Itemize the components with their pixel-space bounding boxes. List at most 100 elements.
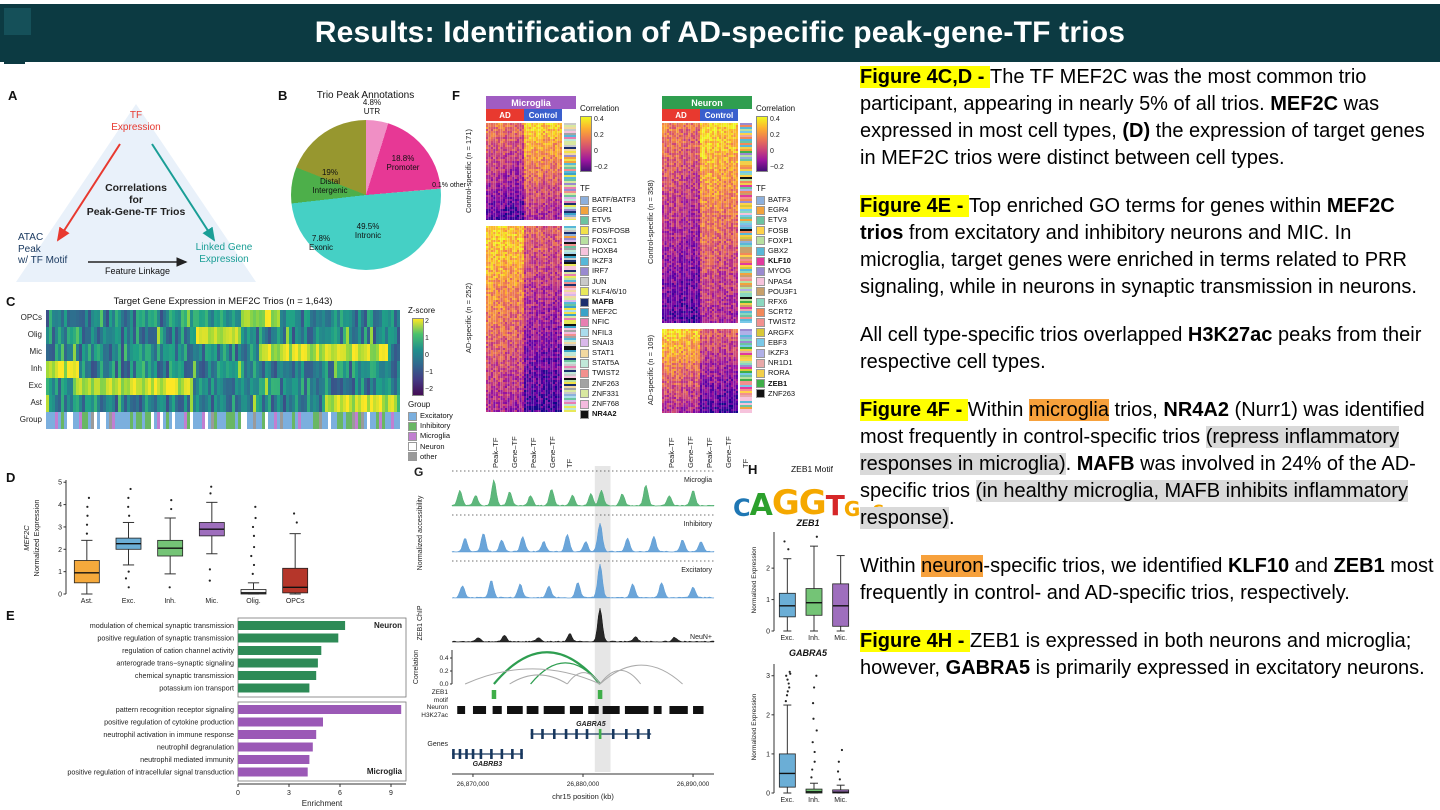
svg-text:GABRB3: GABRB3: [473, 761, 503, 768]
svg-text:OPCs: OPCs: [286, 598, 305, 605]
correlation-tick: −0.2: [770, 164, 784, 171]
annotation-paragraph: Figure 4E - Top enriched GO terms for ge…: [860, 193, 1438, 301]
zeb1-motif-mark: [491, 690, 497, 699]
enrichment-bar: [238, 730, 317, 739]
zscore-legend-title: Z-score: [408, 306, 436, 315]
heatmap-row-label: Mic: [29, 347, 42, 356]
heatmap-row-label: Exc: [28, 381, 42, 390]
svg-text:motif: motif: [434, 697, 448, 704]
tf-legend-item: ZNF331: [580, 389, 635, 399]
group-legend-item: Microglia: [408, 431, 453, 441]
box: [778, 753, 796, 788]
svg-text:Microglia: Microglia: [684, 477, 712, 484]
motif-letter: T: [825, 489, 845, 523]
svg-text:0.0: 0.0: [439, 681, 448, 688]
tf-legend-item: MEF2C: [580, 307, 635, 317]
correlation-tick: 0.4: [770, 116, 780, 123]
svg-text:4: 4: [58, 502, 62, 509]
annotation-segment: trios,: [1108, 399, 1164, 421]
panel-b-label: B: [278, 88, 288, 103]
heatmap-row-label: OPCs: [20, 313, 42, 322]
annotation-segment: The TF MEF2C was the most common trio pa…: [860, 66, 1367, 115]
zeb1-motif-title: ZEB1 Motif: [790, 464, 834, 474]
heatmap-row-label: Group: [19, 415, 42, 424]
enrichment-bar: [238, 717, 323, 727]
box: [805, 788, 823, 794]
svg-text:5: 5: [58, 480, 62, 487]
annotation-segment: (D): [1122, 120, 1151, 142]
motif-letter: G: [798, 483, 827, 524]
enrichment-bar: [238, 767, 308, 777]
celltype-header: Neuron: [662, 96, 752, 109]
tf-legend-item: SCRT2: [756, 307, 797, 317]
correlation-arc: [530, 662, 601, 685]
zeb1-motif-logo: CAGGTGGAG: [733, 476, 884, 524]
zeb1-boxplot-title: ZEB1: [796, 518, 820, 528]
annotation-segment: Figure 4F -: [860, 399, 968, 421]
correlation-legend-title: Correlation: [580, 104, 620, 113]
svg-text:Genes: Genes: [427, 741, 448, 748]
svg-text:3: 3: [766, 673, 770, 680]
group-legend-item: Neuron: [408, 442, 453, 452]
svg-text:chemical synaptic transmission: chemical synaptic transmission: [135, 671, 234, 680]
svg-text:anterograde trans−synaptic sig: anterograde trans−synaptic signaling: [116, 659, 234, 668]
heatmap-col-label: TF: [565, 458, 574, 468]
tf-legend-item: TWIST2: [580, 368, 635, 379]
h3k27ac-peak: [588, 706, 599, 714]
group-legend-item: Inhibitory: [408, 421, 453, 431]
tf-legend-item: BATF3: [756, 195, 797, 205]
h3k27ac-peak: [457, 706, 466, 714]
group-legend-item: Excitatory: [408, 411, 453, 421]
annotation-segment: and: [1289, 555, 1334, 577]
correlation-arc: [566, 672, 601, 685]
svg-text:potassium ion transport: potassium ion transport: [159, 684, 234, 693]
zeb1-expression-boxplot: Normalized Expression 0 1 2 Exc. Inh. Mic.: [751, 532, 850, 642]
condition-header: AD: [662, 109, 700, 121]
h3k27ac-peak: [653, 706, 662, 714]
pie-slice-label: 19% Distal Intergenic: [312, 168, 348, 196]
annotation-segment: NR4A2: [1163, 399, 1229, 421]
annotation-paragraph: Figure 4H - ZEB1 is expressed in both ne…: [860, 628, 1438, 682]
heatmap-col-label: Gene–TF: [509, 436, 519, 468]
svg-text:0: 0: [58, 592, 62, 599]
trio-correlation-heatmap: [486, 123, 576, 220]
enrichment-bar: [238, 621, 346, 630]
svg-text:Microglia: Microglia: [367, 767, 403, 776]
annotation-segment: Figure 4C,D -: [860, 66, 991, 88]
motif-letter: G: [843, 497, 860, 521]
tf-legend-item: ETV3: [756, 215, 797, 225]
motif-letter: A: [749, 487, 773, 523]
tf-legend-item: SNAI3: [580, 338, 635, 348]
tf-legend-item: JUN: [580, 277, 635, 287]
panel-f-label: F: [452, 88, 460, 103]
gabra5-expression-boxplot: Normalized Expression 0 1 2 3 Exc. Inh. Mic.: [751, 664, 850, 804]
diagram-center-text: Correlations for Peak-Gene-TF Trios: [86, 182, 186, 219]
correlation-colorbar: [756, 116, 768, 172]
heatmap-col-label: Peak–TF: [704, 437, 714, 468]
tf-legend-item: GBX2: [756, 246, 797, 256]
heatmap-col-label: Peak–TF: [490, 437, 500, 468]
heatmap-col-label: Gene–TF: [723, 436, 733, 468]
h3k27ac-peak: [472, 706, 487, 714]
correlation-tick: 0.2: [594, 132, 604, 139]
svg-text:6: 6: [338, 790, 342, 797]
slide-header: Results: Identification of AD-specific p…: [0, 4, 1440, 62]
svg-text:MEF2C: MEF2C: [22, 525, 31, 551]
svg-text:9: 9: [389, 790, 393, 797]
svg-text:3: 3: [287, 790, 291, 797]
box: [778, 592, 796, 618]
svg-text:2: 2: [766, 712, 770, 719]
tf-legend-item: POU3F1: [756, 287, 797, 297]
zscore-tick: 1: [425, 335, 429, 342]
panel-h-label: H: [748, 462, 758, 477]
trio-correlation-heatmap: [486, 226, 576, 412]
annotation-segment: is primarily expressed in excitatory neu…: [1030, 657, 1425, 679]
correlation-tick: 0: [770, 148, 774, 155]
panel-d-label: D: [6, 470, 16, 485]
correlation-tick: 0: [594, 148, 598, 155]
edge-feature-linkage: Feature Linkage: [104, 266, 171, 276]
annotation-segment: ZEB1: [1333, 555, 1385, 577]
svg-text:26,890,000: 26,890,000: [677, 781, 710, 788]
tf-legend-item: NFIC: [580, 317, 635, 328]
svg-text:0: 0: [766, 791, 770, 798]
